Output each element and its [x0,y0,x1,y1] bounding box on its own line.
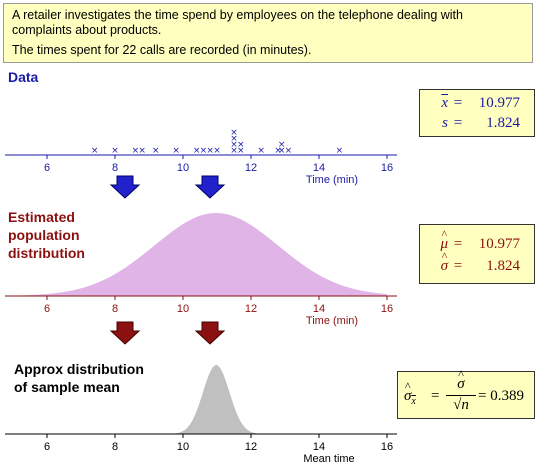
population-curve: 6 8 10 12 14 16 Time (min) [5,213,397,327]
data-section-title: Data [8,69,39,85]
data-point: × [237,140,245,150]
sigma-hat-value: 1.824 [486,258,520,274]
data-point: × [237,146,245,156]
se-value: 0.389 [490,388,524,404]
tick-label: 14 [313,162,325,174]
data-point: × [230,140,238,150]
sample-stats-box: x = 10.977 s = 1.824 [419,89,535,137]
intro-line-1: A retailer investigates the time spend b… [12,8,463,37]
data-point: × [206,146,214,156]
axis-title: Time (min) [306,315,358,327]
mu-hat-symbol: μ [440,227,448,253]
tick-label: 10 [177,441,189,453]
se-n: n [461,397,469,413]
pop-title-line-1: Estimated [8,209,75,225]
axis-title: Time (min) [306,174,358,186]
tick-label: 16 [381,303,393,315]
data-point: × [200,146,208,156]
data-point: × [230,128,238,138]
mean-title-line-2: of sample mean [14,379,120,395]
tick-label: 14 [313,441,325,453]
down-arrow-icon [194,175,226,199]
mu-hat-value: 10.977 [478,236,520,252]
s-symbol: s [442,115,448,131]
tick-label: 12 [245,162,257,174]
s-value: 1.824 [486,115,520,131]
tick-label: 8 [112,162,118,174]
data-point: × [230,146,238,156]
sample-mean-curve: 6 8 10 12 14 16 Mean time [5,365,397,465]
pop-title-line-2: population [8,227,80,243]
data-point: × [230,134,238,144]
data-point: × [274,146,282,156]
population-density-area [13,213,387,296]
data-point: × [285,146,293,156]
axis-title: Mean time [303,453,354,465]
intro-box: A retailer investigates the time spend b… [3,3,533,63]
data-point: × [213,146,221,156]
standard-error-box: σx = σ √n = 0.389 [397,367,535,419]
tick-label: 6 [44,441,50,453]
xbar-symbol: x [441,95,448,111]
se-subscript: x [411,396,416,407]
xbar-value: 10.977 [478,95,520,111]
se-sigma-symbol: σ [404,379,411,405]
tick-label: 16 [381,441,393,453]
tick-label: 12 [245,441,257,453]
down-arrow-icon [194,321,226,345]
data-point: × [172,146,180,156]
tick-label: 8 [112,303,118,315]
data-point: × [257,146,265,156]
tick-label: 14 [313,303,325,315]
data-point: × [152,146,160,156]
data-point: × [111,146,119,156]
pop-title-line-3: distribution [8,245,85,261]
tick-label: 10 [177,303,189,315]
data-point: × [91,146,99,156]
sample-mean-density-area [13,365,387,434]
data-point: × [138,146,146,156]
data-point: × [278,140,286,150]
data-point: × [193,146,201,156]
mean-title-line-1: Approx distribution [14,361,144,377]
data-point: × [132,146,140,156]
estimates-box: μ=10.977 σ=1.824 [419,224,535,284]
data-point: × [336,146,344,156]
tick-label: 16 [381,162,393,174]
tick-label: 12 [245,303,257,315]
data-point: × [278,146,286,156]
intro-line-2: The times spent for 22 calls are recorde… [12,43,312,57]
down-arrow-icon [109,175,141,199]
down-arrow-icon [109,321,141,345]
tick-label: 10 [177,162,189,174]
sigma-hat-symbol: σ [441,249,448,275]
tick-label: 8 [112,441,118,453]
tick-label: 6 [44,303,50,315]
se-numerator-sigma: σ [457,367,464,393]
tick-label: 6 [44,162,50,174]
